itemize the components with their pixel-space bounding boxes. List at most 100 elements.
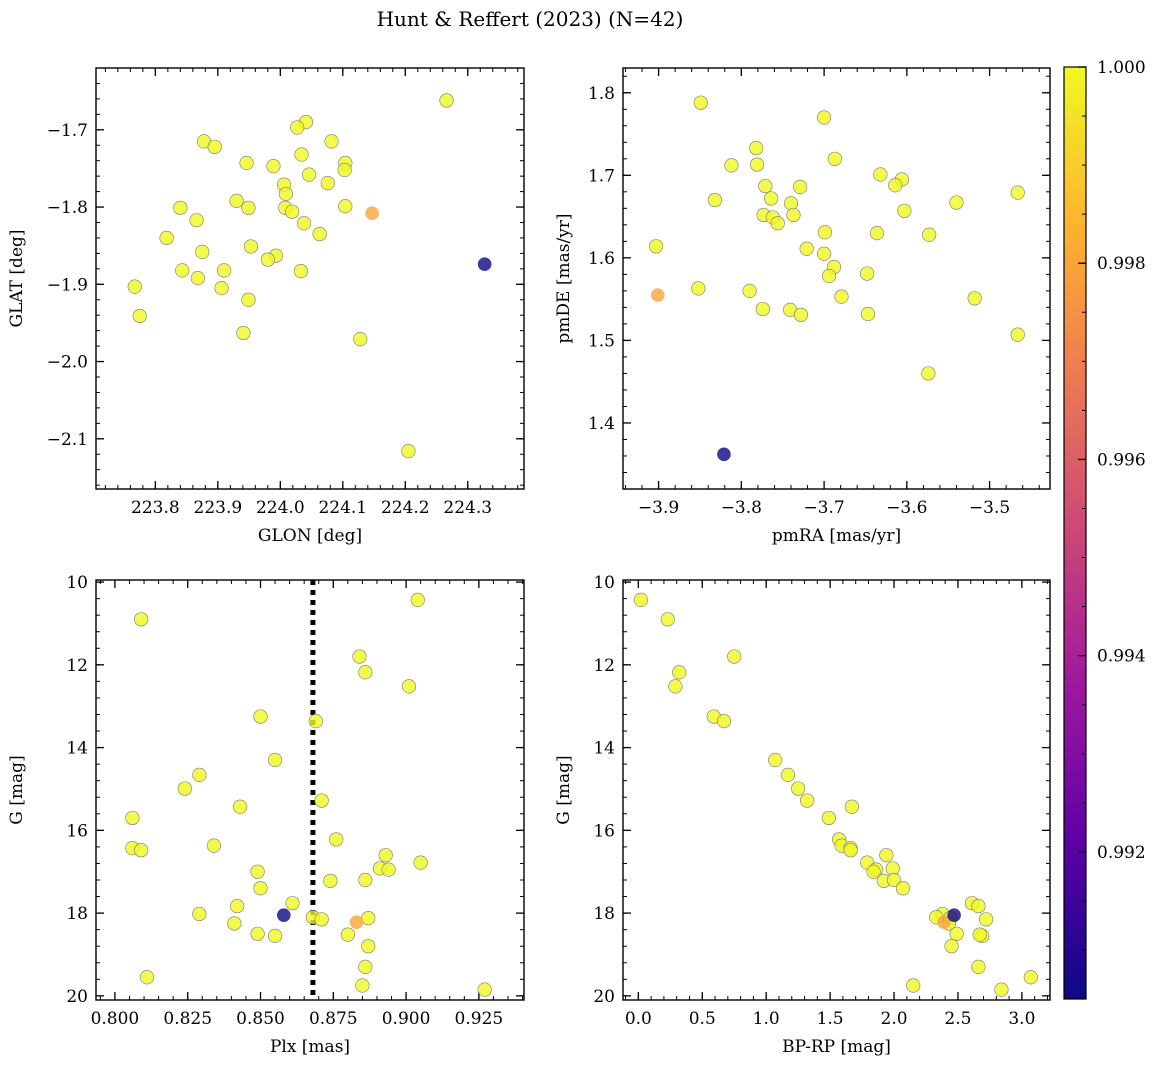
colorbar-tick-label: 1.000 xyxy=(1097,58,1146,78)
data-point xyxy=(301,167,317,182)
data-point xyxy=(860,266,875,281)
data-point xyxy=(770,216,785,231)
plot-frame xyxy=(95,579,525,1001)
panel-top-left: 223.8 223.9 224.0 224.1 224.2 224.3 −2.1 −2.0 −1… xyxy=(7,67,525,546)
x-tick-label: 2.5 xyxy=(944,1009,971,1029)
x-tick-label: 224.2 xyxy=(381,498,430,518)
x-axis-label: pmRA [mas/yr] xyxy=(772,526,901,546)
data-point xyxy=(320,175,335,191)
data-point xyxy=(308,714,323,729)
data-point xyxy=(816,110,832,125)
data-point xyxy=(821,268,837,284)
y-tick-label: 16 xyxy=(593,821,615,841)
y-tick-label: 16 xyxy=(66,821,88,841)
data-point xyxy=(707,192,722,208)
data-point xyxy=(410,592,425,607)
data-point xyxy=(349,915,364,930)
plot-frame xyxy=(95,67,525,490)
data-point xyxy=(401,679,417,694)
data-point xyxy=(329,832,344,847)
data-point xyxy=(192,767,207,782)
data-point xyxy=(895,881,911,896)
data-point xyxy=(633,592,648,607)
y-tick-label: 14 xyxy=(66,739,88,759)
data-point xyxy=(869,225,885,241)
data-point xyxy=(314,793,329,808)
x-tick-label: 0.850 xyxy=(236,1009,285,1029)
y-tick-label: −2.0 xyxy=(47,353,88,373)
y-tick-label: 1.6 xyxy=(588,249,615,269)
x-tick-label: −3.7 xyxy=(803,498,844,518)
data-point xyxy=(783,196,799,211)
data-point xyxy=(768,752,783,768)
data-point xyxy=(749,140,764,156)
x-tick-label: 0.925 xyxy=(455,1009,504,1029)
data-point xyxy=(195,244,210,259)
x-tick-label: −3.9 xyxy=(638,498,679,518)
data-point xyxy=(1023,970,1038,985)
data-point xyxy=(937,915,951,930)
y-tick-label: 1.4 xyxy=(588,414,615,434)
data-point xyxy=(879,848,894,863)
data-point xyxy=(717,447,731,462)
data-point xyxy=(866,864,881,879)
y-axis-label: G [mag] xyxy=(7,755,27,824)
data-point xyxy=(358,665,373,680)
x-tick-label: 223.8 xyxy=(131,498,180,518)
data-point xyxy=(742,283,757,298)
x-axis-label: BP-RP [mag] xyxy=(782,1037,891,1057)
data-point xyxy=(827,151,842,166)
data-point xyxy=(267,928,283,943)
data-point xyxy=(206,838,222,853)
y-tick-label: 12 xyxy=(66,656,88,676)
data-point xyxy=(978,912,994,927)
x-tick-label: 0.800 xyxy=(91,1009,140,1029)
x-tick-label: 1.5 xyxy=(817,1009,844,1029)
data-point xyxy=(285,896,300,911)
y-tick-label: 1.7 xyxy=(588,166,615,186)
data-point xyxy=(994,982,1009,997)
data-point xyxy=(799,793,815,808)
plot-frame xyxy=(622,579,1051,1001)
y-tick-label: 18 xyxy=(593,904,615,924)
data-point xyxy=(401,444,416,459)
x-tick-label: −3.6 xyxy=(886,498,927,518)
data-point xyxy=(173,200,188,215)
data-point xyxy=(250,864,265,879)
data-point xyxy=(693,95,708,110)
data-point xyxy=(337,162,352,178)
data-point xyxy=(250,926,265,941)
panel-top-right: −3.9 −3.8 −3.7 −3.6 −3.5 1.4 1.5 1.6 1.7 1.8 pmRA … xyxy=(554,67,1051,546)
data-point xyxy=(241,200,256,215)
data-point xyxy=(381,862,396,877)
y-tick-label: 1.8 xyxy=(588,84,615,104)
data-point xyxy=(340,927,355,942)
data-point xyxy=(886,872,902,888)
data-point xyxy=(294,147,309,162)
y-tick-label: 14 xyxy=(593,739,615,759)
data-point xyxy=(253,709,268,724)
data-point xyxy=(799,241,814,256)
y-tick-label: −1.7 xyxy=(47,121,88,141)
x-tick-label: 224.1 xyxy=(318,498,367,518)
data-point xyxy=(134,612,149,627)
data-point xyxy=(971,959,986,974)
data-point xyxy=(793,307,809,322)
data-point xyxy=(971,898,986,914)
data-point xyxy=(230,898,245,914)
data-point xyxy=(764,191,779,206)
data-point xyxy=(139,970,155,985)
colorbar-gradient xyxy=(1063,66,1087,1000)
data-point xyxy=(190,271,205,286)
x-tick-label: 0.825 xyxy=(163,1009,212,1029)
data-point xyxy=(792,179,808,194)
data-point xyxy=(352,649,367,664)
data-point xyxy=(906,978,921,993)
data-point xyxy=(207,139,222,154)
data-point xyxy=(285,204,300,219)
y-tick-label: −1.9 xyxy=(47,275,88,295)
data-point xyxy=(276,908,291,922)
panels: 223.8 223.9 224.0 224.1 224.2 224.3 −2.1 −2.0 −1… xyxy=(7,67,1051,1057)
data-point xyxy=(293,264,309,279)
